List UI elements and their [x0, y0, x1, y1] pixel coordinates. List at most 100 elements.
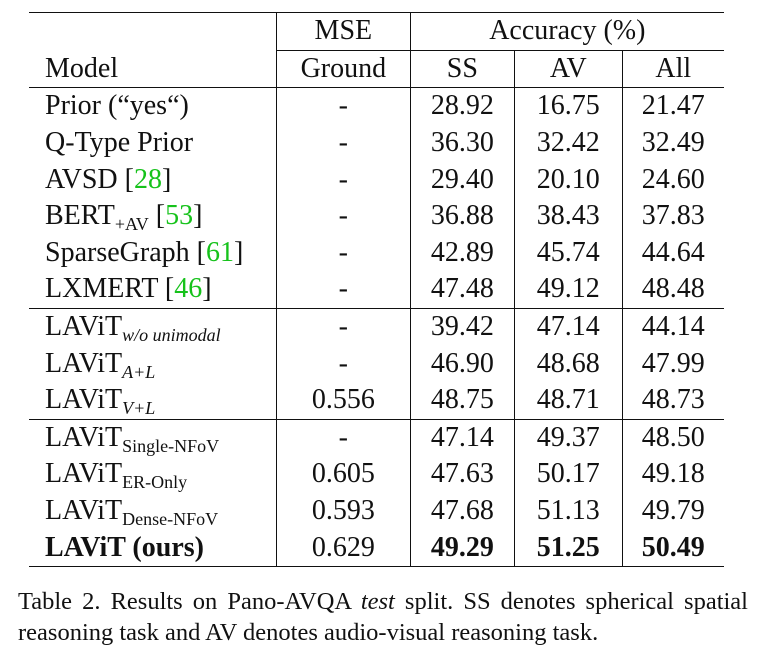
all-accuracy-cell: 47.99	[621, 345, 724, 382]
ss-accuracy-cell: 39.42	[409, 307, 515, 346]
table-row: LXMERT [46] -47.48 49.12 48.48	[29, 271, 724, 309]
mse-cell: -	[276, 161, 411, 198]
model-name: BERT	[45, 200, 115, 232]
model-cell: LAViTDense-NFoV	[29, 493, 277, 530]
header-ss: SS	[409, 50, 515, 88]
model-variant-subscript: +AV	[114, 214, 149, 235]
all-accuracy-cell: 48.73	[621, 381, 724, 420]
results-table-container: MSE Accuracy (%) Model Ground SS AV All …	[29, 12, 724, 567]
table-row: LAViT (ours) 0.629 49.29 51.25 50.49	[29, 529, 724, 567]
all-accuracy-cell: 49.79	[621, 492, 724, 530]
model-variant-subscript: Dense-NFoV	[122, 509, 219, 530]
ss-accuracy-cell: 28.92	[409, 87, 515, 125]
model-variant-subscript: ER-Only	[122, 472, 188, 493]
av-accuracy-cell: 38.43	[514, 197, 623, 235]
table-row: LAViTDense-NFoV 0.593 47.68 51.13 49.79	[29, 492, 724, 530]
citation-link[interactable]: 53	[165, 200, 194, 232]
citation-link[interactable]: 61	[205, 236, 234, 268]
mse-cell: -	[276, 234, 411, 272]
caption-italic: test	[360, 588, 395, 615]
ss-accuracy-cell: 46.90	[409, 345, 515, 382]
model-cell: BERT+AV [53]	[45, 200, 203, 235]
model-name: Prior (“yes“)	[45, 90, 189, 122]
model-cell: LAViTSingle-NFoV	[29, 418, 277, 457]
citation-link[interactable]: 46	[174, 273, 203, 305]
all-accuracy-cell: 21.47	[621, 87, 724, 125]
mse-cell: -	[276, 124, 411, 162]
model-cell: LAViT (ours)	[29, 529, 277, 567]
mse-cell: 0.556	[276, 381, 411, 420]
table-caption: Table 2. Results on Pano-AVQA test split…	[18, 586, 748, 648]
model-name: SparseGraph	[45, 236, 190, 268]
mse-cell: -	[276, 271, 411, 309]
av-accuracy-cell: 49.37	[514, 418, 623, 457]
header-all: All	[621, 50, 724, 88]
all-accuracy-cell: 44.64	[621, 234, 724, 272]
ss-accuracy-cell: 47.63	[409, 456, 515, 493]
model-cell: SparseGraph [61]	[45, 236, 244, 268]
av-accuracy-cell: 49.12	[514, 271, 623, 309]
caption-prefix: Table 2. Results on Pano-AVQA	[18, 588, 361, 615]
av-accuracy-cell: 50.17	[514, 456, 623, 493]
citation-link[interactable]: 28	[133, 163, 162, 195]
model-cell: Prior (“yes“)	[29, 87, 277, 125]
av-accuracy-cell: 20.10	[514, 161, 623, 198]
table-row: SparseGraph [61] -42.89 45.74 44.64	[29, 234, 724, 272]
av-accuracy-cell: 32.42	[514, 124, 623, 162]
table-row: Prior (“yes“) -28.92 16.75 21.47	[29, 87, 724, 125]
all-accuracy-cell: 48.48	[621, 271, 724, 309]
av-accuracy-cell: 45.74	[514, 234, 623, 272]
mse-cell: -	[276, 87, 411, 125]
table-row: BERT+AV [53] -36.88 38.43 37.83	[29, 197, 724, 235]
table-row: LAViTSingle-NFoV -47.14 49.37 48.50	[29, 418, 724, 457]
all-accuracy-cell: 49.18	[621, 456, 724, 493]
header-empty-cell	[29, 12, 277, 51]
header-model: Model	[45, 52, 119, 84]
table-row: LAViTV+L 0.556 48.75 48.71 48.73	[29, 381, 724, 420]
model-name: LAViT	[45, 458, 123, 490]
caption-suffix: split. SS denotes spherical spatial reas…	[18, 588, 748, 646]
model-name: LAViT	[45, 384, 123, 416]
table-row: AVSD [28] -29.40 20.10 24.60	[29, 161, 724, 198]
av-accuracy-cell: 47.14	[514, 307, 623, 346]
header-row-1: MSE Accuracy (%)	[29, 12, 724, 51]
ss-accuracy-cell: 29.40	[409, 161, 515, 198]
mse-cell: -	[276, 307, 411, 346]
header-av: AV	[514, 50, 623, 88]
model-variant-subscript: Single-NFoV	[122, 435, 220, 456]
mse-cell: -	[276, 197, 411, 235]
model-cell: LXMERT [46]	[45, 273, 212, 305]
model-cell: Q-Type Prior	[29, 125, 277, 162]
av-accuracy-cell: 48.68	[514, 345, 623, 382]
table-row: LAViTER-Only 0.605 47.63 50.17 49.18	[29, 456, 724, 493]
model-name: Q-Type Prior	[45, 127, 194, 159]
all-accuracy-cell: 48.50	[621, 418, 724, 457]
mse-cell: -	[276, 345, 411, 382]
header-ground: Ground	[276, 50, 411, 88]
av-accuracy-cell: 51.13	[514, 492, 623, 530]
av-accuracy-cell: 48.71	[514, 381, 623, 420]
model-variant-subscript: A+L	[122, 361, 156, 382]
model-variant-subscript: V+L	[122, 398, 156, 419]
ss-accuracy-cell: 36.30	[409, 124, 515, 162]
all-accuracy-cell: 44.14	[621, 307, 724, 346]
table-row: Q-Type Prior -36.30 32.42 32.49	[29, 124, 724, 162]
model-variant-subscript: w/o unimodal	[122, 325, 221, 346]
av-accuracy-cell: 51.25	[514, 529, 623, 567]
ss-accuracy-cell: 47.48	[409, 271, 515, 309]
model-cell: LAViTER-Only	[29, 456, 277, 493]
mse-cell: 0.605	[276, 456, 411, 493]
results-table: MSE Accuracy (%) Model Ground SS AV All …	[29, 12, 724, 567]
model-name: AVSD	[45, 163, 118, 195]
table-row: LAViTw/o unimodal -39.42 47.14 44.14	[29, 307, 724, 346]
header-mse: MSE	[276, 12, 411, 51]
mse-cell: 0.593	[276, 492, 411, 530]
model-cell: AVSD [28]	[45, 163, 172, 195]
mse-cell: 0.629	[276, 529, 411, 567]
all-accuracy-cell: 32.49	[621, 124, 724, 162]
ss-accuracy-cell: 48.75	[409, 381, 515, 420]
av-accuracy-cell: 16.75	[514, 87, 623, 125]
model-name: LAViT	[45, 421, 123, 453]
all-accuracy-cell: 50.49	[621, 529, 724, 567]
all-accuracy-cell: 24.60	[621, 161, 724, 198]
